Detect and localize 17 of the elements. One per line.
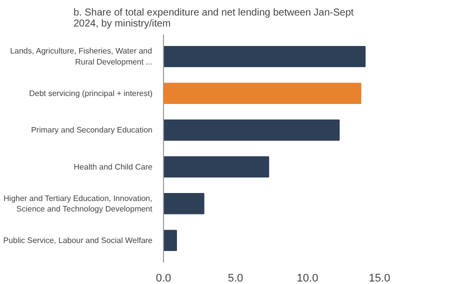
x-tick-label: 5.0 — [228, 272, 244, 284]
bar — [164, 46, 366, 68]
x-tick-label: 10.0 — [296, 272, 318, 284]
bar — [164, 230, 177, 252]
bar — [164, 82, 362, 104]
y-tick-label: Health and Child Care — [74, 162, 154, 172]
y-tick-label: Primary and Secondary Education — [31, 126, 153, 135]
bar — [164, 120, 340, 141]
chart-title: b. Share of total expenditure and net lending between Jan-Sept 2024, by ministry/item — [74, 8, 354, 30]
y-tick-label: Public Service, Labour and Social Welfare — [3, 236, 154, 245]
bar — [164, 193, 204, 214]
y-tick-label: Debt servicing (principal + interest) — [29, 88, 153, 98]
y-tick-label: Lands, Agriculture, Fisheries, Water and Rural Development ... — [10, 46, 153, 66]
bar — [164, 156, 270, 178]
x-tick-label: 0.0 — [156, 272, 172, 284]
x-tick-label: 15.0 — [368, 272, 390, 284]
y-tick-label: Higher and Tertiary Education, Innovation, Science and Technology Development — [4, 194, 154, 214]
